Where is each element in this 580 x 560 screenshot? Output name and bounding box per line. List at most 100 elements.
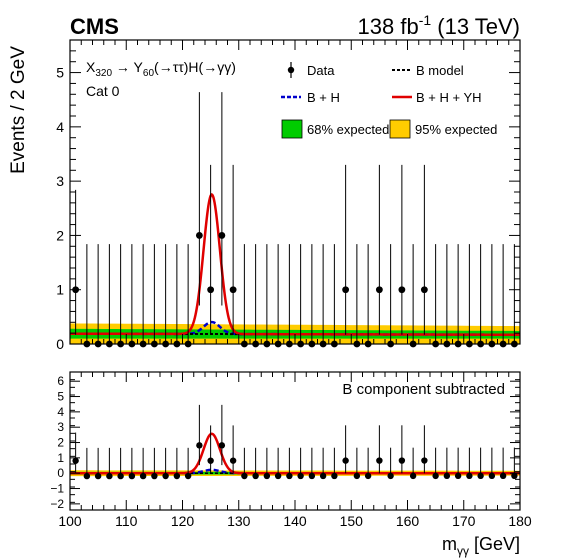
- legend-bmodel-label: B model: [416, 63, 464, 78]
- subtracted-point: [477, 472, 484, 480]
- subtracted-point: [162, 472, 169, 480]
- subtracted-point: [252, 472, 259, 480]
- ratio-axes: −2−1 012 345 6 100 110 120 130 140 150 160 170 180: [50, 371, 532, 529]
- ratio-y-tick-label: 4: [57, 405, 64, 419]
- ratio-y-tick-label: 5: [57, 390, 64, 404]
- subtracted-point: [297, 472, 304, 480]
- ratio-y-tick-label: 2: [57, 436, 64, 450]
- data-point: [218, 232, 226, 239]
- subtracted-point: [94, 472, 102, 480]
- subtracted-curves: [70, 432, 520, 475]
- x-axis-title: mγγ [GeV]: [442, 534, 520, 558]
- luminosity-label: 138 fb-1 (13 TeV): [358, 12, 520, 39]
- subtracted-point: [409, 472, 417, 480]
- subtracted-label: B component subtracted: [342, 381, 505, 398]
- ratio-y-tick-label: 0: [57, 466, 64, 480]
- subtracted-point: [196, 442, 203, 449]
- x-tick-label: 110: [115, 513, 138, 529]
- y-tick-label: 2: [56, 227, 64, 243]
- y-tick-label: 1: [56, 282, 64, 298]
- subtracted-point: [319, 472, 327, 480]
- data-point: [207, 286, 215, 294]
- main-frame: [69, 39, 521, 345]
- x-tick-label: 100: [58, 513, 82, 529]
- ratio-y-tick-label: 1: [57, 451, 64, 465]
- subtracted-point: [443, 472, 451, 480]
- legend-band95-label: 95% expected: [415, 122, 497, 137]
- category-label: Cat 0: [86, 83, 120, 99]
- subtracted-point: [83, 472, 91, 480]
- y-tick-label: 3: [56, 173, 64, 189]
- subtracted-point: [151, 472, 158, 480]
- subtracted-point: [184, 472, 192, 480]
- x-tick-label: 160: [396, 513, 420, 529]
- ratio-frame: [69, 371, 521, 511]
- process-label: X320 → Y60(→ττ)H(→γγ): [86, 59, 236, 79]
- subtracted-data-points: [72, 404, 518, 480]
- subtracted-point: [511, 472, 518, 480]
- ratio-panel: −2−1 012 345 6 100 110 120 130 140 150 160 170 180 B…: [50, 371, 532, 529]
- data-point: [420, 286, 428, 294]
- subtracted-point: [128, 472, 136, 480]
- lumi-main: 138 fb: [358, 14, 419, 39]
- ratio-y-tick-label: −1: [50, 482, 64, 496]
- data-point: [195, 232, 203, 239]
- legend-band68-label: 68% expected: [307, 122, 389, 137]
- legend-bh-label: B + H: [307, 90, 340, 105]
- lumi-tail: (13 TeV): [431, 14, 520, 39]
- subtracted-point: [308, 472, 316, 480]
- subtracted-point: [139, 472, 147, 480]
- subtracted-point: [432, 472, 439, 480]
- legend-data-marker: [287, 66, 295, 74]
- subtracted-point: [376, 457, 383, 464]
- subtracted-point: [207, 457, 214, 464]
- experiment-label: CMS: [70, 14, 119, 39]
- y-tick-label: 5: [56, 65, 64, 81]
- ratio-y-tick-label: 3: [57, 420, 64, 434]
- main-axes: 0 1 2 3 4 5: [56, 39, 521, 352]
- subtracted-point: [331, 472, 338, 480]
- subtracted-point: [263, 472, 271, 480]
- legend-band95-swatch: [389, 119, 411, 139]
- model-curves: [70, 193, 520, 337]
- subtracted-point: [398, 457, 406, 464]
- subtracted-point: [387, 472, 394, 480]
- subtracted-point: [72, 457, 79, 464]
- legend-band68-swatch: [281, 119, 303, 139]
- subtracted-point: [274, 472, 282, 480]
- b-plus-h-plus-yh-curve: [70, 193, 520, 337]
- subtracted-point: [106, 472, 113, 480]
- data-point: [342, 286, 350, 294]
- y-tick-label: 4: [56, 119, 64, 135]
- x-tick-label: 180: [508, 513, 532, 529]
- y-axis-title: Events / 2 GeV: [8, 46, 29, 174]
- subtracted-point: [353, 472, 361, 480]
- legend: Data B model B + H B + H + YH 68% expect…: [281, 62, 497, 139]
- subtracted-point: [229, 457, 237, 464]
- ratio-y-tick-label: −2: [50, 497, 64, 511]
- main-panel: 0 1 2 3 4 5 X320 → Y60(→ττ)H(→γγ) Cat 0 Data …: [56, 39, 521, 352]
- h-plus-yh-subtracted-curve: [70, 432, 520, 475]
- data-point: [375, 286, 383, 294]
- x-tick-label: 140: [283, 513, 307, 529]
- legend-bhyh-label: B + H + YH: [416, 90, 482, 105]
- x-tick-label: 150: [340, 513, 364, 529]
- lumi-exponent: -1: [419, 12, 432, 28]
- legend-data-label: Data: [307, 63, 335, 78]
- subtracted-point: [466, 472, 473, 480]
- y-tick-label: 0: [56, 336, 64, 352]
- data-point: [229, 286, 237, 294]
- x-tick-label: 170: [452, 513, 476, 529]
- subtracted-point: [454, 472, 462, 480]
- subtracted-point: [241, 472, 248, 480]
- subtracted-point: [421, 457, 428, 464]
- subtracted-point: [286, 472, 293, 480]
- subtracted-point: [173, 472, 181, 480]
- subtracted-point: [499, 472, 507, 480]
- subtracted-point: [342, 457, 349, 464]
- x-tick-label: 130: [227, 513, 251, 529]
- subtracted-point: [218, 442, 226, 449]
- data-points: [72, 92, 518, 348]
- x-tick-label: 120: [171, 513, 195, 529]
